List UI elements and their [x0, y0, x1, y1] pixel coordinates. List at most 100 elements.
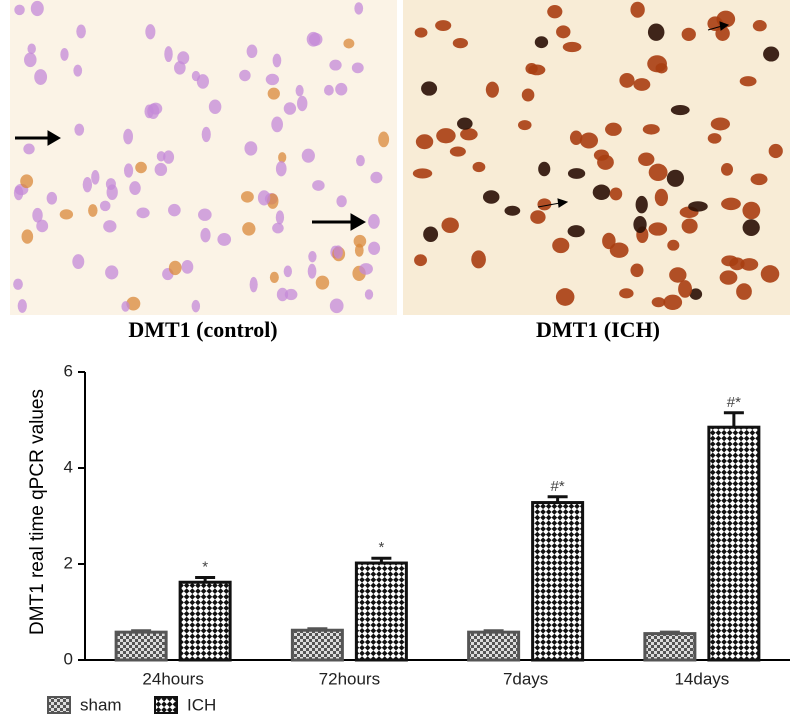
- cell: [633, 215, 647, 234]
- cell: [276, 287, 289, 302]
- cell: [562, 41, 582, 53]
- cell: [667, 239, 680, 251]
- cell: [283, 265, 293, 278]
- cell: [21, 229, 34, 244]
- cell: [177, 51, 190, 65]
- cell: [739, 76, 757, 87]
- cell: [103, 220, 117, 233]
- cell: [23, 143, 35, 155]
- y-tick-label: 0: [64, 649, 73, 668]
- cell: [471, 250, 486, 269]
- cell: [412, 168, 433, 179]
- cell: [648, 163, 668, 181]
- cell: [530, 210, 546, 224]
- cell: [60, 48, 69, 61]
- cell: [414, 27, 428, 38]
- cell: [308, 32, 323, 46]
- cell: [414, 254, 427, 267]
- cell: [452, 37, 468, 49]
- cell: [30, 0, 44, 17]
- cell: [312, 180, 325, 191]
- cell: [740, 258, 759, 271]
- cell: [630, 1, 645, 18]
- cell: [528, 64, 546, 76]
- bar: [354, 561, 408, 662]
- cell: [27, 43, 36, 55]
- cell: [201, 126, 211, 143]
- cell: [123, 163, 134, 178]
- arrows: [15, 21, 730, 231]
- cell: [239, 69, 251, 82]
- cell: [742, 201, 761, 220]
- cell: [200, 227, 211, 243]
- cell: [457, 117, 473, 130]
- x-tick-label: 72hours: [319, 669, 380, 688]
- cell: [267, 87, 280, 100]
- cell: [144, 104, 154, 119]
- bar: [707, 425, 761, 662]
- cell: [121, 301, 130, 312]
- y-tick-label: 6: [64, 361, 73, 380]
- cell: [196, 74, 209, 89]
- cell: [271, 116, 283, 133]
- cell: [707, 133, 722, 144]
- bar: [178, 580, 232, 662]
- cell: [654, 188, 669, 207]
- cell: [72, 254, 85, 270]
- cell: [435, 20, 452, 32]
- cell: [14, 4, 25, 16]
- legend-swatch: [47, 696, 71, 714]
- cell: [681, 218, 698, 234]
- cell: [335, 82, 348, 96]
- cell: [721, 255, 739, 267]
- cell: [135, 161, 147, 174]
- cell: [249, 276, 258, 293]
- cell: [359, 263, 373, 275]
- cell: [154, 162, 168, 177]
- cell: [74, 123, 85, 136]
- cell: [106, 184, 118, 201]
- cell: [651, 297, 666, 308]
- cell: [642, 124, 660, 135]
- cell: [537, 198, 552, 211]
- cell: [567, 168, 586, 179]
- cell: [191, 299, 201, 313]
- legend-label: ICH: [187, 695, 216, 714]
- cell: [156, 151, 166, 162]
- annotation: *: [378, 539, 384, 556]
- cell: [592, 184, 611, 200]
- cell: [630, 263, 644, 278]
- cell: [105, 265, 119, 280]
- cell: [482, 190, 500, 204]
- cell: [76, 24, 86, 39]
- cell: [34, 69, 48, 85]
- cell: [368, 214, 380, 229]
- cell: [163, 150, 175, 164]
- x-tick-label: 14days: [674, 669, 729, 688]
- cell: [88, 204, 98, 217]
- cell: [681, 27, 696, 41]
- cell: [242, 222, 256, 236]
- cell: [36, 219, 49, 233]
- cell: [538, 161, 551, 177]
- y-axis-label: DMT1 real time qPCR values: [27, 389, 48, 635]
- bar: [531, 501, 585, 662]
- cell: [265, 73, 280, 86]
- cell: [208, 99, 222, 115]
- cell: [669, 267, 687, 283]
- annotation: #*: [551, 478, 565, 495]
- cell: [521, 88, 535, 102]
- cell: [354, 2, 364, 15]
- bar: [643, 632, 697, 662]
- caption: DMT1 (ICH): [536, 317, 660, 342]
- cell: [295, 84, 304, 97]
- cell: [323, 84, 334, 96]
- cell: [441, 217, 459, 233]
- cell: [351, 62, 364, 74]
- cell: [555, 288, 575, 306]
- cell: [415, 134, 434, 150]
- cell: [123, 128, 134, 145]
- cell: [46, 191, 58, 205]
- x-tick-label: 7days: [503, 669, 548, 688]
- cell: [278, 152, 287, 163]
